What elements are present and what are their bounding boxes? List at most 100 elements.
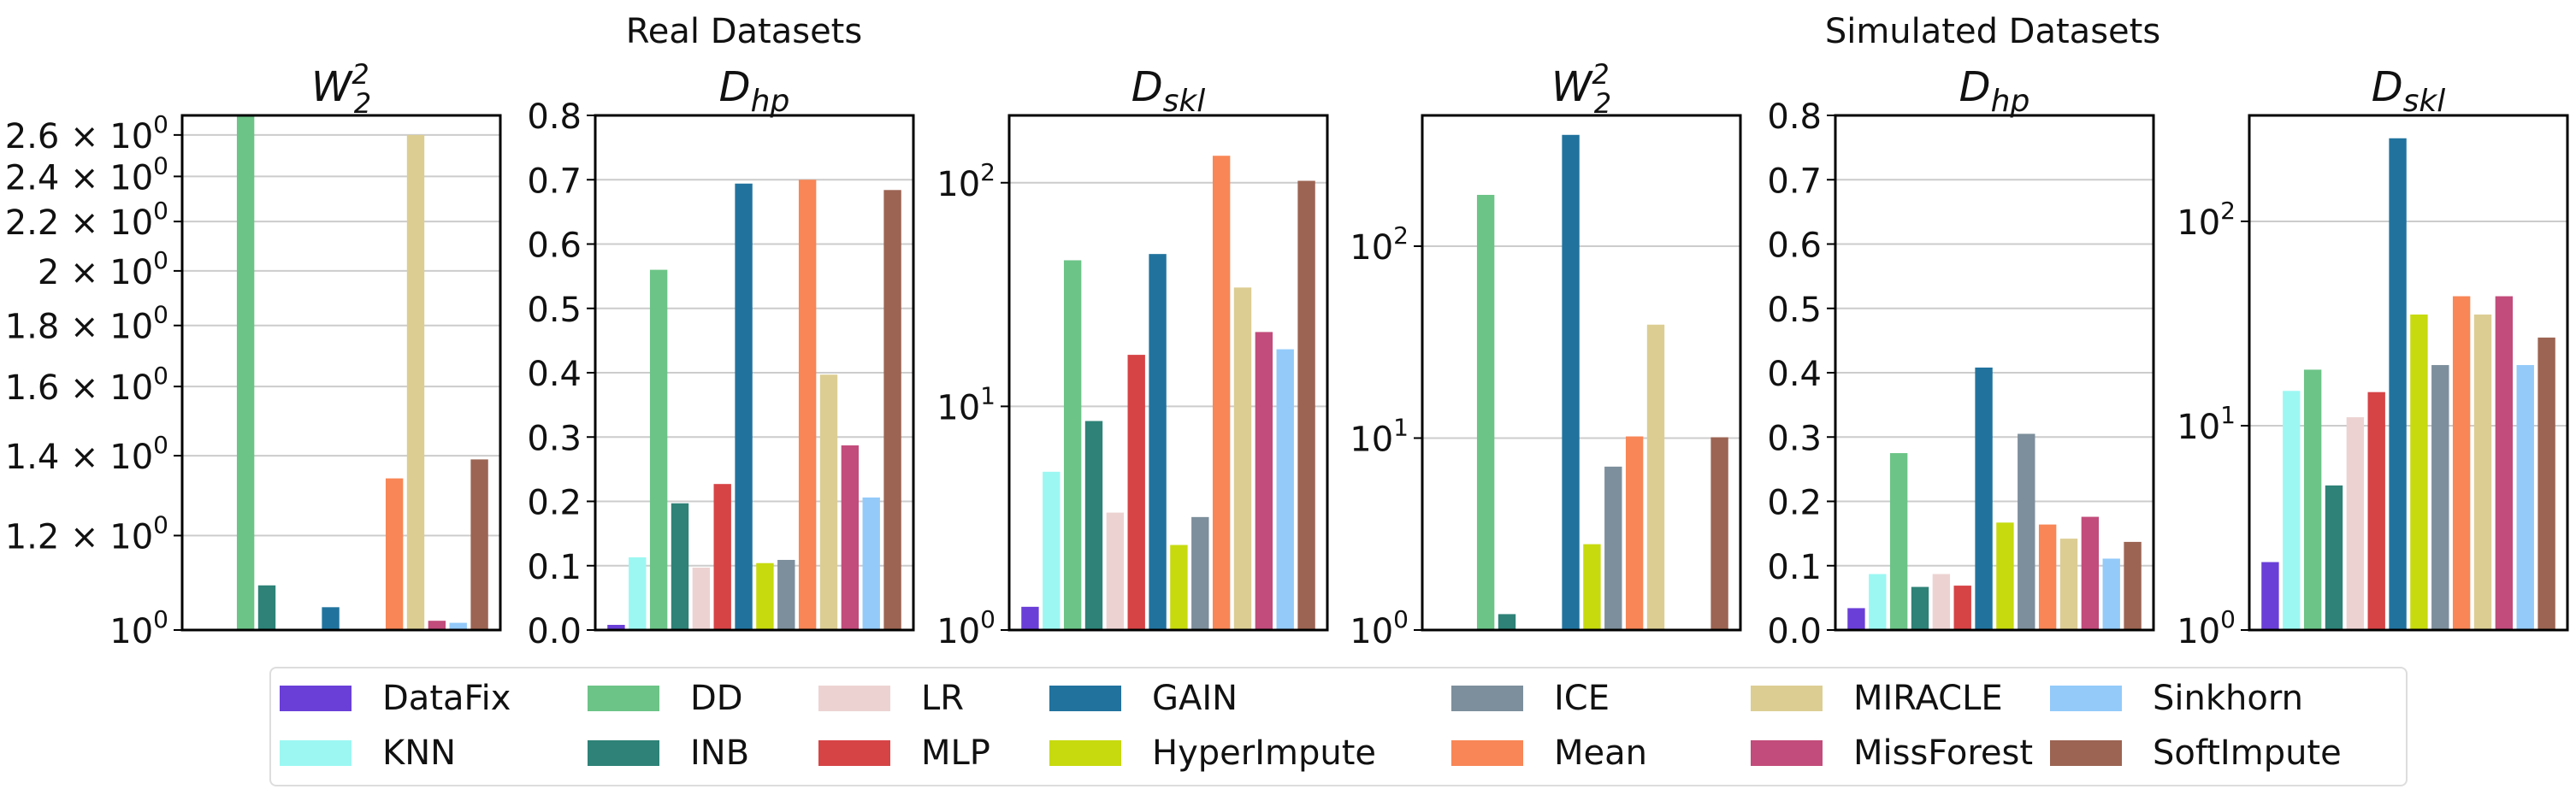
bar-ice — [2018, 433, 2035, 630]
y-tick-label: 102 — [1350, 221, 1409, 268]
bar-ice — [2431, 365, 2449, 630]
legend-item-softimpute: SoftImpute — [2050, 732, 2342, 774]
y-tick-label: 102 — [936, 158, 996, 204]
y-tick-label: 0.3 — [527, 419, 582, 458]
legend-label: GAIN — [1152, 679, 1238, 718]
y-tick-label: 102 — [2177, 197, 2236, 243]
bar-sinkhorn — [1276, 349, 1294, 630]
legend-swatch — [818, 686, 890, 711]
legend-swatch — [2050, 686, 2122, 711]
bar-datafix — [2261, 562, 2279, 630]
legend-label: KNN — [382, 733, 457, 773]
y-tick-label: 100 — [1350, 605, 1409, 651]
y-tick-label: 2.6 × 100 — [5, 110, 168, 156]
bar-sinkhorn — [2516, 365, 2534, 630]
legend-swatch — [1451, 686, 1523, 711]
bar-lr — [1106, 512, 1125, 630]
legend-item-knn: KNN — [280, 732, 456, 774]
y-tick-label: 2.4 × 100 — [5, 151, 168, 197]
bar-knn — [629, 556, 647, 630]
bar-ice — [1604, 466, 1622, 630]
bar-gain — [1149, 254, 1167, 630]
subplot-6: 100 101 102 Dskl — [2177, 63, 2569, 651]
y-tick-label: 0.5 — [1767, 291, 1822, 330]
bar-mean — [1625, 436, 1644, 630]
legend-label: MissForest — [1853, 733, 2034, 773]
y-tick-label: 0.3 — [1767, 419, 1822, 458]
bar-gain — [1562, 134, 1580, 631]
subplot-title: Dhp — [1959, 63, 2030, 119]
legend-label: MLP — [921, 733, 990, 773]
bar-mlp — [1127, 355, 1145, 630]
charts-canvas: 100 1.2 × 100 1.4 × 100 1.6 × 100 1.8 × 100 2… — [5, 58, 2569, 651]
bar-softimpute — [470, 459, 488, 630]
bar-knn — [2283, 391, 2301, 630]
bar-hyperimpute — [2410, 314, 2428, 630]
y-tick-label: 100 — [2177, 605, 2236, 651]
legend-swatch — [588, 740, 659, 766]
bar-datafix — [1021, 606, 1039, 630]
bar-lr — [1932, 574, 1951, 630]
y-tick-label: 0.2 — [527, 484, 582, 523]
subplot-title: Dskl — [1131, 63, 1206, 119]
plot-frame — [594, 114, 915, 632]
bar-softimpute — [1297, 180, 1315, 630]
legend: DataFix KNN DD INB LR MLP GAIN HyperImpute ICE Me… — [269, 667, 2408, 786]
y-tick-label: 0.1 — [1767, 548, 1822, 587]
plot-frame — [2248, 114, 2569, 632]
bar-hyperimpute — [1170, 545, 1188, 630]
y-tick-label: 2.2 × 100 — [5, 197, 168, 243]
y-tick-label: 0.8 — [1767, 97, 1822, 137]
legend-item-datafix: DataFix — [280, 677, 511, 720]
y-tick-label: 0.8 — [527, 97, 582, 137]
legend-swatch — [2050, 740, 2122, 766]
bar-miracle — [1233, 287, 1252, 630]
bar-gain — [1975, 367, 1993, 630]
bar-softimpute — [2538, 337, 2555, 630]
bar-sinkhorn — [862, 497, 880, 630]
bar-miracle — [2059, 539, 2078, 630]
legend-swatch — [1751, 686, 1823, 711]
bar-missforest — [428, 621, 446, 630]
legend-label: MIRACLE — [1853, 679, 2003, 718]
bar-hyperimpute — [756, 562, 774, 630]
y-tick-label: 0.1 — [527, 548, 582, 587]
y-tick-label: 100 — [109, 605, 168, 651]
subplot-title: Dskl — [2372, 63, 2446, 119]
y-tick-label: 0.5 — [527, 291, 582, 330]
bar-mean — [2038, 524, 2057, 630]
bar-miracle — [406, 134, 425, 631]
bar-inb — [257, 585, 276, 630]
legend-item-miracle: MIRACLE — [1751, 677, 2003, 720]
bar-gain — [735, 183, 753, 630]
y-tick-label: 1.8 × 100 — [5, 301, 168, 347]
bar-miracle — [1646, 324, 1665, 630]
plot-frame — [180, 114, 502, 632]
bar-mean — [2452, 296, 2471, 630]
y-tick-label: 101 — [2177, 401, 2236, 447]
legend-label: INB — [690, 733, 750, 773]
bar-knn — [1043, 471, 1061, 630]
bar-inb — [671, 503, 689, 630]
bar-dd — [236, 115, 255, 630]
plot-frame — [1007, 114, 1329, 632]
legend-swatch — [818, 740, 890, 766]
subplot-title: Dhp — [719, 63, 790, 119]
bar-mean — [1212, 156, 1231, 630]
bar-sinkhorn — [449, 622, 467, 630]
legend-item-inb: INB — [588, 732, 749, 774]
y-tick-label: 100 — [936, 605, 996, 651]
y-tick-label: 101 — [1350, 413, 1409, 459]
legend-item-dd: DD — [588, 677, 743, 720]
bar-miracle — [819, 374, 838, 630]
legend-swatch — [280, 740, 352, 766]
legend-label: LR — [921, 679, 965, 718]
y-tick-label: 0.4 — [1767, 355, 1822, 394]
subplot-3: 100 101 102 Dskl — [936, 63, 1329, 651]
legend-item-sinkhorn: Sinkhorn — [2050, 677, 2303, 720]
subplot-2: 0.0 0.1 0.2 0.3 0.4 0.5 0.6 0.7 0.8 Dhp — [527, 63, 915, 651]
legend-label: Sinkhorn — [2153, 679, 2303, 718]
bar-inb — [2325, 485, 2343, 630]
legend-item-hyperimpute: HyperImpute — [1049, 732, 1376, 774]
